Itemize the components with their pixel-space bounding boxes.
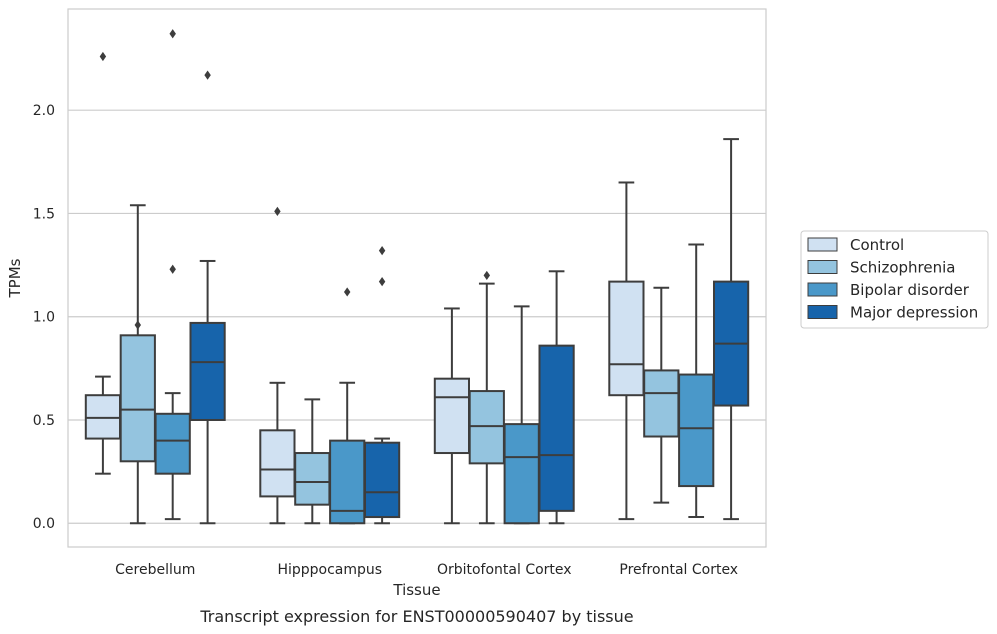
box-bipolar-disorder <box>154 29 191 521</box>
iqr-box <box>84 394 122 440</box>
box-control <box>84 51 122 475</box>
iqr-box <box>363 441 401 519</box>
x-category-labels: Cerebellum Hipppocampus Orbitofontal Corte… <box>115 562 738 578</box>
box-schizophrenia <box>119 204 156 525</box>
box-bipolar-disorder <box>678 243 715 519</box>
box-control <box>608 181 645 521</box>
box-schizophrenia <box>468 270 505 525</box>
iqr-box <box>294 452 331 506</box>
y-tick-label: 0.0 <box>33 516 55 532</box>
legend-swatch <box>807 260 838 274</box>
x-tick-label: Hipppocampus <box>277 562 382 578</box>
figure-caption: Transcript expression for ENST0000059040… <box>199 607 633 626</box>
iqr-box <box>608 280 645 397</box>
box-control <box>259 206 296 525</box>
x-tick-label: Prefrontal Cortex <box>619 562 738 578</box>
outlier-point <box>204 70 211 80</box>
iqr-box <box>468 390 505 465</box>
outlier-point <box>99 51 107 62</box>
legend-label: Control <box>850 236 904 254</box>
box-major-depression <box>363 246 401 525</box>
outlier-point <box>274 206 281 216</box>
box-major-depression <box>189 70 226 525</box>
box-bipolar-disorder <box>503 305 540 525</box>
legend-label: Bipolar disorder <box>850 281 970 299</box>
x-tick-label: Orbitofontal Cortex <box>437 562 572 578</box>
box-schizophrenia <box>643 286 680 504</box>
iqr-box <box>503 423 540 525</box>
outlier-point <box>169 29 176 39</box>
legend: Control Schizophrenia Bipolar disorder Majo… <box>800 230 989 329</box>
outlier-point <box>483 270 491 281</box>
y-axis-title: TPMs <box>6 258 24 298</box>
legend-swatch <box>807 237 838 252</box>
outlier-point <box>134 320 142 330</box>
plot-area-frame <box>67 8 767 548</box>
iqr-box <box>433 377 471 455</box>
box-major-depression <box>712 138 750 521</box>
iqr-box <box>678 373 715 488</box>
box-bipolar-disorder <box>329 287 366 525</box>
legend-label: Schizophrenia <box>850 259 955 277</box>
x-axis-title: Tissue <box>392 581 440 599</box>
box-major-depression <box>538 270 575 525</box>
iqr-box <box>643 369 680 438</box>
y-tick-label: 0.5 <box>33 413 55 429</box>
box-schizophrenia <box>294 398 331 525</box>
outlier-point <box>343 287 351 297</box>
y-tick-label: 1.5 <box>33 206 55 222</box>
legend-swatch <box>807 282 838 297</box>
legend-frame <box>800 230 989 329</box>
iqr-box <box>154 412 191 475</box>
x-tick-label: Cerebellum <box>115 562 195 578</box>
outlier-point <box>378 277 386 287</box>
iqr-box <box>259 429 296 498</box>
y-tick-label: 2.0 <box>33 103 55 119</box>
box-series-group <box>84 29 750 525</box>
outlier-point <box>378 246 386 256</box>
y-tick-labels: 0.0 0.5 1.0 1.5 2.0 <box>33 103 55 532</box>
legend-swatch <box>807 305 838 319</box>
legend-label: Major depression <box>850 304 978 322</box>
y-tick-label: 1.0 <box>33 310 55 326</box>
iqr-box <box>538 344 575 512</box>
outlier-point <box>169 264 176 274</box>
iqr-box <box>329 439 366 525</box>
box-control <box>433 307 471 525</box>
iqr-box <box>189 321 226 421</box>
iqr-box <box>119 334 156 463</box>
